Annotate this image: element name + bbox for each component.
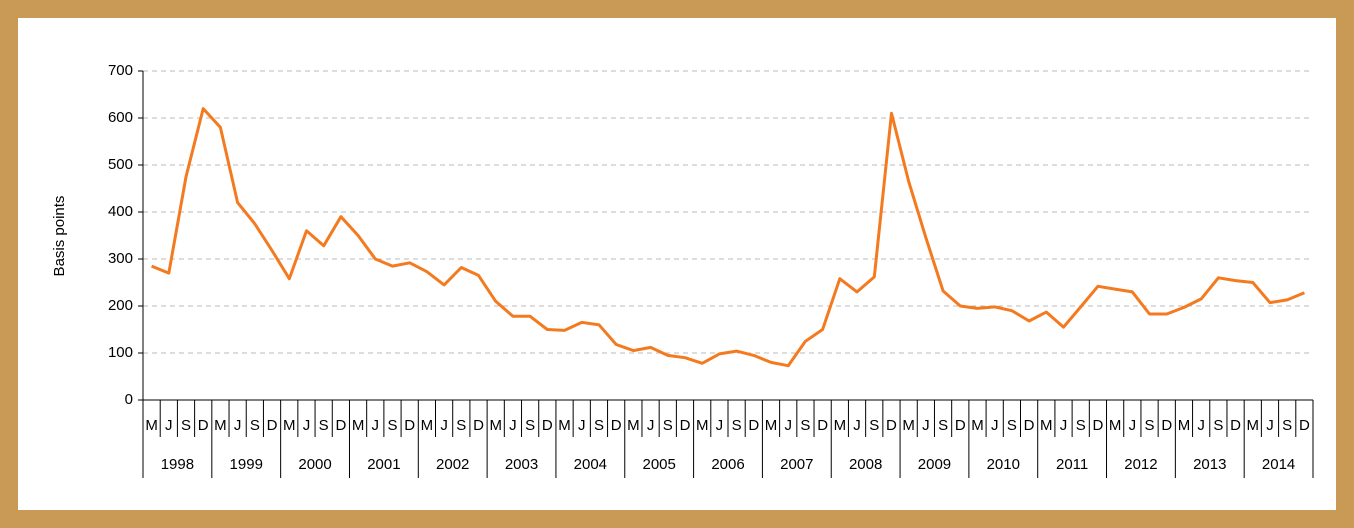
x-tick-label: S [1213, 417, 1223, 434]
x-tick-label: J [922, 417, 930, 434]
x-tick-label: J [440, 417, 448, 434]
x-tick-label: D [817, 417, 828, 434]
x-tick-label: S [181, 417, 191, 434]
x-tick-label: S [800, 417, 810, 434]
year-label: 2001 [367, 456, 400, 473]
y-tick-label: 300 [108, 250, 133, 267]
x-tick-label: D [1093, 417, 1104, 434]
x-tick-label: J [372, 417, 380, 434]
y-tick-label: 200 [108, 297, 133, 314]
x-tick-label: S [250, 417, 260, 434]
x-tick-label: M [971, 417, 984, 434]
x-tick-label: D [886, 417, 897, 434]
year-label: 2012 [1124, 456, 1157, 473]
x-tick-label: J [509, 417, 517, 434]
x-tick-label: M [489, 417, 502, 434]
x-tick-label: S [1007, 417, 1017, 434]
year-label: 2000 [298, 456, 331, 473]
year-label: 2003 [505, 456, 538, 473]
x-tick-label: M [765, 417, 778, 434]
x-tick-label: J [716, 417, 724, 434]
x-tick-label: M [421, 417, 434, 434]
x-tick-label: J [303, 417, 311, 434]
year-label: 2013 [1193, 456, 1226, 473]
x-tick-label: J [991, 417, 999, 434]
y-tick-label: 500 [108, 156, 133, 173]
year-label: 2007 [780, 456, 813, 473]
x-tick-label: J [853, 417, 861, 434]
x-tick-label: M [214, 417, 227, 434]
x-tick-label: M [1247, 417, 1260, 434]
x-tick-label: J [1197, 417, 1205, 434]
x-tick-label: D [1299, 417, 1310, 434]
x-tick-label: M [1178, 417, 1191, 434]
y-tick-label: 600 [108, 109, 133, 126]
year-label: 2008 [849, 456, 882, 473]
x-tick-label: D [1161, 417, 1172, 434]
year-label: 1998 [161, 456, 194, 473]
x-tick-label: D [748, 417, 759, 434]
x-tick-label: J [647, 417, 655, 434]
y-tick-label: 0 [125, 391, 133, 408]
x-tick-label: S [387, 417, 397, 434]
x-tick-label: S [456, 417, 466, 434]
year-label: 2006 [711, 456, 744, 473]
x-tick-label: J [1060, 417, 1068, 434]
year-label: 2002 [436, 456, 469, 473]
year-label: 2010 [987, 456, 1020, 473]
x-tick-label: M [902, 417, 915, 434]
y-tick-label: 400 [108, 203, 133, 220]
x-tick-label: S [525, 417, 535, 434]
x-tick-label: S [1282, 417, 1292, 434]
y-tick-label: 100 [108, 344, 133, 361]
year-label: 2011 [1056, 456, 1088, 473]
x-tick-label: M [1109, 417, 1122, 434]
x-tick-label: S [938, 417, 948, 434]
year-label: 1999 [230, 456, 263, 473]
chart-frame [18, 18, 1336, 510]
x-tick-label: J [234, 417, 242, 434]
x-tick-label: J [784, 417, 792, 434]
x-tick-label: S [663, 417, 673, 434]
x-tick-label: D [267, 417, 278, 434]
x-tick-label: M [283, 417, 296, 434]
year-label: 2009 [918, 456, 951, 473]
x-tick-label: M [352, 417, 365, 434]
x-tick-label: J [165, 417, 173, 434]
x-tick-label: M [145, 417, 158, 434]
x-tick-label: M [627, 417, 640, 434]
x-tick-label: M [558, 417, 571, 434]
x-tick-label: D [611, 417, 622, 434]
x-tick-label: S [869, 417, 879, 434]
x-tick-label: S [1145, 417, 1155, 434]
x-tick-label: D [680, 417, 691, 434]
x-tick-label: J [1266, 417, 1274, 434]
y-axis-label: Basis points [51, 196, 68, 277]
data-line [151, 107, 1305, 368]
x-tick-label: M [696, 417, 709, 434]
year-label: 2014 [1262, 456, 1295, 473]
x-tick-label: D [473, 417, 484, 434]
x-tick-label: S [1076, 417, 1086, 434]
x-tick-label: J [1129, 417, 1137, 434]
x-tick-label: S [594, 417, 604, 434]
y-tick-label: 700 [108, 62, 133, 79]
x-tick-label: S [319, 417, 329, 434]
year-label: 2004 [574, 456, 607, 473]
x-tick-label: D [1024, 417, 1035, 434]
year-label: 2005 [642, 456, 675, 473]
x-tick-label: M [834, 417, 847, 434]
x-tick-label: J [578, 417, 586, 434]
x-tick-label: D [955, 417, 966, 434]
x-tick-label: D [542, 417, 553, 434]
x-tick-label: D [404, 417, 415, 434]
x-tick-label: D [198, 417, 209, 434]
x-tick-label: D [335, 417, 346, 434]
x-tick-label: D [1230, 417, 1241, 434]
x-tick-label: M [1040, 417, 1053, 434]
x-tick-label: S [732, 417, 742, 434]
